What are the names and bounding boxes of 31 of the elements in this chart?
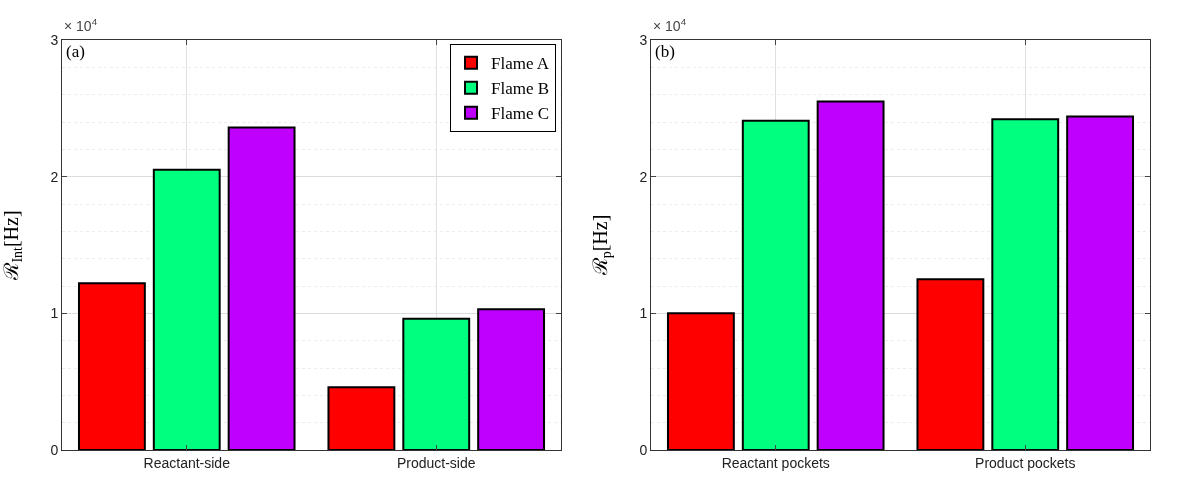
bar (327, 386, 396, 450)
bar (402, 317, 471, 450)
legend-label: Flame A (491, 54, 550, 74)
x-tick-label: Product-side (396, 454, 476, 471)
y-tick-label: 1 (50, 305, 59, 322)
bar (741, 119, 810, 450)
text: × 10$^{4}$ (653, 16, 687, 34)
y-tick-label: 2 (639, 168, 648, 185)
text: × 10$^{4}$ (64, 16, 98, 34)
bar (152, 168, 221, 450)
bar (227, 126, 296, 450)
x-tick-label: Product pockets (975, 454, 1076, 471)
y-tick-label: 1 (639, 305, 648, 322)
bar (666, 312, 735, 450)
x-tick-label: Reactant pockets (721, 454, 830, 471)
bar (77, 282, 146, 450)
y-tick-label: 2 (50, 168, 59, 185)
bar (1066, 115, 1135, 450)
legend-label: Flame B (491, 79, 550, 99)
bar (816, 100, 885, 450)
y-tick-label: 0 (639, 441, 648, 458)
annotation: (a) (66, 42, 85, 61)
bar (916, 278, 985, 450)
legend-label: Flame C (491, 104, 550, 124)
x-tick-label: Reactant-side (143, 454, 231, 471)
y-tick-label: 3 (50, 31, 59, 48)
y-tick-label: 3 (639, 31, 648, 48)
bar (991, 118, 1060, 450)
annotation: (b) (655, 42, 675, 61)
y-tick-label: 0 (50, 441, 59, 458)
bar (477, 308, 546, 450)
